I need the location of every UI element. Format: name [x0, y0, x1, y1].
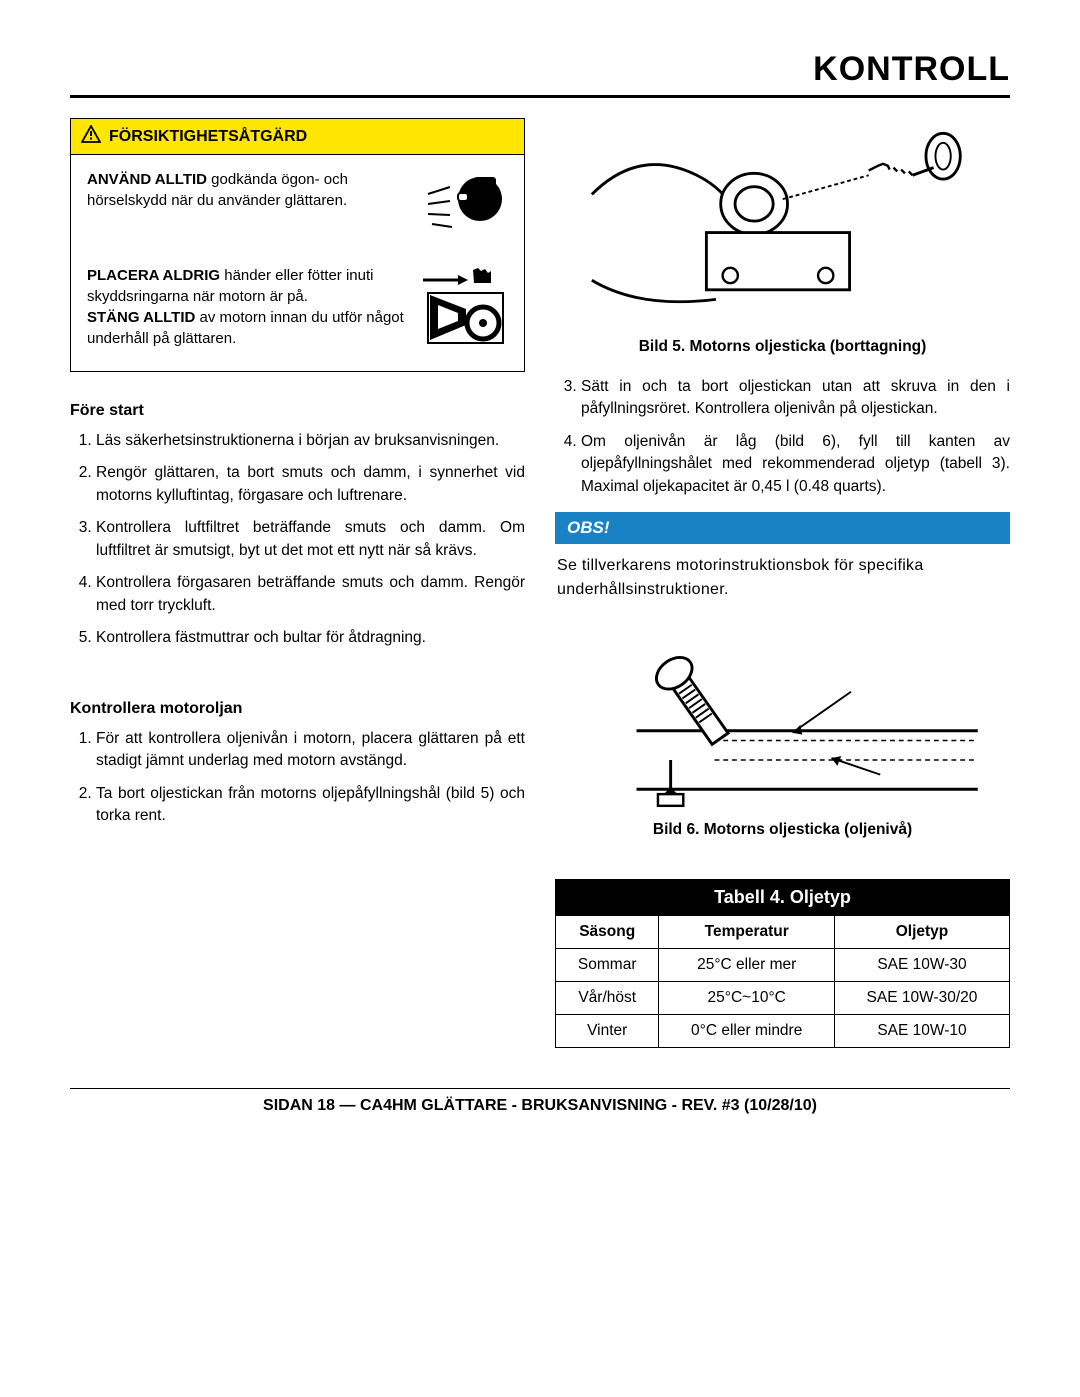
caution-bold-1: ANVÄND ALLTID: [87, 171, 207, 188]
table-cell: 25°C eller mer: [659, 948, 835, 981]
table-cell: SAE 10W-30/20: [834, 981, 1009, 1014]
list-item: Om oljenivån är låg (bild 6), fyll till …: [581, 431, 1010, 498]
caution-row-2: PLACERA ALDRIG händer eller fötter inuti…: [87, 265, 508, 351]
table-cell: SAE 10W-30: [834, 948, 1009, 981]
table-row: Vår/höst 25°C~10°C SAE 10W-30/20: [556, 981, 1010, 1014]
ppe-icon: [418, 169, 508, 245]
content-columns: FÖRSIKTIGHETSÅTGÄRD ANVÄND ALLTID godkän…: [70, 118, 1010, 1048]
figure-5-image: [555, 118, 1010, 328]
list-item: Rengör glättaren, ta bort smuts och damm…: [96, 462, 525, 507]
table-cell: Sommar: [556, 948, 659, 981]
figure-5-caption: Bild 5. Motorns oljesticka (borttagning): [555, 338, 1010, 356]
note-box: OBS! Se tillverkarens motorinstruktionsb…: [555, 512, 1010, 610]
note-header: OBS!: [555, 512, 1010, 544]
title-underline: [70, 95, 1010, 98]
note-body: Se tillverkarens motorinstruktionsbok fö…: [555, 544, 1010, 610]
list-item: Sätt in och ta bort oljestickan utan att…: [581, 376, 1010, 421]
caution-text-1: ANVÄND ALLTID godkända ögon- och hörsels…: [87, 169, 406, 211]
right-continued-list: Sätt in och ta bort oljestickan utan att…: [555, 376, 1010, 498]
left-column: FÖRSIKTIGHETSÅTGÄRD ANVÄND ALLTID godkän…: [70, 118, 525, 1048]
table-header: Säsong: [556, 915, 659, 948]
list-item: Kontrollera luftfiltret beträffande smut…: [96, 517, 525, 562]
before-start-list: Läs säkerhetsinstruktionerna i början av…: [70, 430, 525, 650]
list-item: Kontrollera förgasaren beträffande smuts…: [96, 572, 525, 617]
list-item: För att kontrollera oljenivån i motorn, …: [96, 728, 525, 773]
check-oil-list: För att kontrollera oljenivån i motorn, …: [70, 728, 525, 828]
caution-header: FÖRSIKTIGHETSÅTGÄRD: [71, 119, 524, 155]
caution-text-2: PLACERA ALDRIG händer eller fötter inuti…: [87, 265, 406, 349]
caution-bold-2a: PLACERA ALDRIG: [87, 267, 220, 284]
list-item: Läs säkerhetsinstruktionerna i början av…: [96, 430, 525, 452]
table-row: Vinter 0°C eller mindre SAE 10W-10: [556, 1014, 1010, 1047]
table-cell: Vår/höst: [556, 981, 659, 1014]
caution-row-1: ANVÄND ALLTID godkända ögon- och hörsels…: [87, 169, 508, 245]
warning-triangle-icon: [81, 125, 101, 148]
caution-bold-2b: STÄNG ALLTID: [87, 309, 195, 326]
right-column: Bild 5. Motorns oljesticka (borttagning)…: [555, 118, 1010, 1048]
figure-6-caption: Bild 6. Motorns oljesticka (oljenivå): [555, 821, 1010, 839]
table-cell: 0°C eller mindre: [659, 1014, 835, 1047]
table-cell: Vinter: [556, 1014, 659, 1047]
list-item: Ta bort oljestickan från motorns oljepåf…: [96, 783, 525, 828]
table-header: Temperatur: [659, 915, 835, 948]
hand-hazard-icon: [418, 265, 508, 351]
table-row: Sommar 25°C eller mer SAE 10W-30: [556, 948, 1010, 981]
list-item: Kontrollera fästmuttrar och bultar för å…: [96, 627, 525, 649]
table-title: Tabell 4. Oljetyp: [556, 879, 1010, 915]
page-footer: SIDAN 18 — CA4HM GLÄTTARE - BRUKSANVISNI…: [70, 1088, 1010, 1115]
table-header: Oljetyp: [834, 915, 1009, 948]
caution-body: ANVÄND ALLTID godkända ögon- och hörsels…: [71, 155, 524, 371]
caution-box: FÖRSIKTIGHETSÅTGÄRD ANVÄND ALLTID godkän…: [70, 118, 525, 372]
oil-type-table: Tabell 4. Oljetyp Säsong Temperatur Olje…: [555, 879, 1010, 1048]
page-title: KONTROLL: [70, 50, 1010, 89]
figure-6-image: [555, 631, 1010, 811]
table-header-row: Säsong Temperatur Oljetyp: [556, 915, 1010, 948]
table-cell: SAE 10W-10: [834, 1014, 1009, 1047]
check-oil-heading: Kontrollera motoroljan: [70, 700, 525, 718]
table-cell: 25°C~10°C: [659, 981, 835, 1014]
caution-header-text: FÖRSIKTIGHETSÅTGÄRD: [109, 128, 307, 146]
before-start-heading: Före start: [70, 402, 525, 420]
